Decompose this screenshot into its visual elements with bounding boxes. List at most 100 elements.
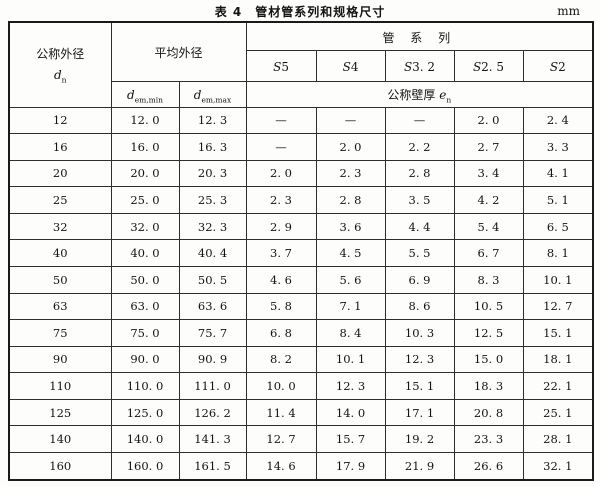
header-mean-od-max: dem,max [178, 80, 247, 108]
cell-s5: 12. 7 [245, 425, 317, 454]
unit-label: mm [557, 4, 580, 18]
series-s4-letter: S [342, 60, 351, 74]
cell-s5: 2. 9 [245, 212, 317, 241]
cell-s2: 22. 1 [522, 372, 594, 400]
cell-s2-5: 5. 4 [453, 212, 524, 241]
cell-s2-5: 10. 5 [453, 292, 524, 321]
header-series-s3-2: S3. 2 [384, 49, 455, 82]
series-s2-5-label: S2. 5 [473, 60, 504, 74]
cell-s4: — [315, 106, 386, 135]
cell-dem-min: 160. 0 [110, 452, 180, 481]
series-s2-5-value: 2. 5 [481, 60, 505, 74]
spec-table: 公称外径 dn 平均外径 管 系 列 S5 S4 S3. 2 S2. 5 S2 [8, 21, 595, 481]
cell-dn: 20 [8, 159, 112, 188]
cell-dem-max: 161. 5 [178, 452, 247, 481]
table-row: 16 16. 0 16. 3 — 2. 0 2. 2 2. 7 3. 3 [8, 133, 594, 161]
mean-od-max-symbol: dem,max [194, 88, 232, 105]
cell-dem-min: 63. 0 [110, 292, 180, 321]
cell-dem-min: 16. 0 [110, 133, 180, 161]
cell-s2-5: 6. 7 [453, 239, 524, 267]
cell-dem-min: 50. 0 [110, 265, 180, 294]
series-s4-label: S4 [343, 60, 359, 74]
cell-dem-max: 141. 3 [178, 425, 247, 454]
header-series-s2: S2 [522, 49, 594, 82]
cell-s2-5: 3. 4 [453, 159, 524, 188]
cell-s4: 5. 6 [315, 265, 386, 294]
cell-s5: — [245, 133, 317, 161]
cell-dem-max: 111. 0 [178, 372, 247, 400]
cell-dem-min: 32. 0 [110, 212, 180, 241]
cell-s2-5: 4. 2 [453, 186, 524, 214]
mean-od-min-symbol: dem,min [127, 88, 163, 104]
header-row-1: 公称外径 dn 平均外径 管 系 列 [8, 21, 594, 108]
wall-thickness-subscript: n [446, 95, 452, 105]
cell-s3-2: 4. 4 [384, 212, 455, 241]
cell-dem-min: 140. 0 [110, 425, 180, 454]
cell-s5: 2. 3 [245, 186, 317, 214]
cell-s2-5: 18. 3 [453, 372, 524, 400]
cell-dn: 25 [8, 186, 112, 214]
table-row: 40 40. 0 40. 4 3. 7 4. 5 5. 5 6. 7 8. 1 [8, 239, 594, 267]
cell-dn: 40 [8, 239, 112, 267]
cell-s3-2: 17. 1 [384, 398, 455, 427]
cell-dn: 110 [8, 372, 112, 400]
cell-s5: 5. 8 [245, 292, 317, 321]
cell-dem-max: 25. 3 [178, 186, 247, 214]
cell-s2: 6. 5 [522, 212, 594, 241]
nominal-od-label: 公称外径 [36, 47, 85, 62]
wall-thickness-symbol: en [439, 87, 452, 105]
cell-s5: 4. 6 [245, 265, 317, 294]
cell-s2-5: 23. 3 [453, 425, 524, 454]
cell-s5: 11. 4 [245, 398, 317, 427]
cell-dem-max: 20. 3 [178, 159, 247, 188]
table-row: 110 110. 0 111. 0 10. 0 12. 3 15. 1 18. … [8, 372, 594, 400]
cell-dem-max: 50. 5 [178, 265, 247, 294]
title-bar: 表 4 管材管系列和规格尺寸 mm [0, 2, 600, 20]
cell-dem-max: 12. 3 [178, 106, 247, 135]
nominal-od-symbol: dn [54, 68, 67, 84]
table-row: 50 50. 0 50. 5 4. 6 5. 6 6. 9 8. 3 10. 1 [8, 265, 594, 294]
series-s2-5-letter: S [472, 60, 482, 74]
cell-s4: 14. 0 [315, 398, 386, 427]
cell-s2: 32. 1 [522, 452, 594, 481]
cell-s3-2: — [384, 106, 455, 135]
table-row: 75 75. 0 75. 7 6. 8 8. 4 10. 3 12. 5 15.… [8, 319, 594, 347]
cell-s5: — [245, 106, 317, 135]
cell-dem-max: 16. 3 [178, 133, 247, 161]
cell-s2-5: 12. 5 [453, 319, 524, 347]
header-mean-od: 平均外径 [110, 21, 247, 82]
cell-s4: 3. 6 [315, 212, 386, 241]
cell-dem-min: 25. 0 [110, 186, 180, 214]
cell-s4: 15. 7 [315, 425, 386, 454]
table-row: 160 160. 0 161. 5 14. 6 17. 9 21. 9 26. … [8, 452, 594, 481]
cell-s2-5: 26. 6 [453, 452, 524, 481]
mean-od-max-subscript: em,max [201, 95, 232, 105]
cell-s5: 6. 8 [245, 319, 317, 347]
cell-s4: 12. 3 [315, 372, 386, 400]
cell-s5: 3. 7 [245, 239, 317, 267]
series-s2-letter: S [549, 60, 559, 74]
cell-s2: 28. 1 [522, 425, 594, 454]
cell-s2-5: 20. 8 [453, 398, 524, 427]
cell-s3-2: 2. 8 [384, 159, 455, 188]
cell-dem-min: 20. 0 [110, 159, 180, 188]
cell-s2: 25. 1 [522, 398, 594, 427]
cell-s3-2: 15. 1 [384, 372, 455, 400]
cell-s3-2: 5. 5 [384, 239, 455, 267]
cell-s4: 4. 5 [315, 239, 386, 267]
cell-s2: 8. 1 [522, 239, 594, 267]
cell-dem-max: 40. 4 [178, 239, 247, 267]
cell-s2: 2. 4 [522, 106, 594, 135]
header-series-s5: S5 [245, 49, 317, 82]
series-s4-value: 4 [350, 60, 359, 74]
cell-s2: 18. 1 [522, 345, 594, 374]
series-group-label: 管 系 列 [382, 30, 457, 45]
cell-s3-2: 10. 3 [384, 319, 455, 347]
cell-s3-2: 2. 2 [384, 133, 455, 161]
cell-dn: 50 [8, 265, 112, 294]
series-s3-2-label: S3. 2 [404, 60, 435, 74]
cell-s3-2: 6. 9 [384, 265, 455, 294]
cell-s4: 2. 3 [315, 159, 386, 188]
wall-thickness-letter: e [439, 87, 447, 102]
series-s2-label: S2 [550, 60, 566, 74]
